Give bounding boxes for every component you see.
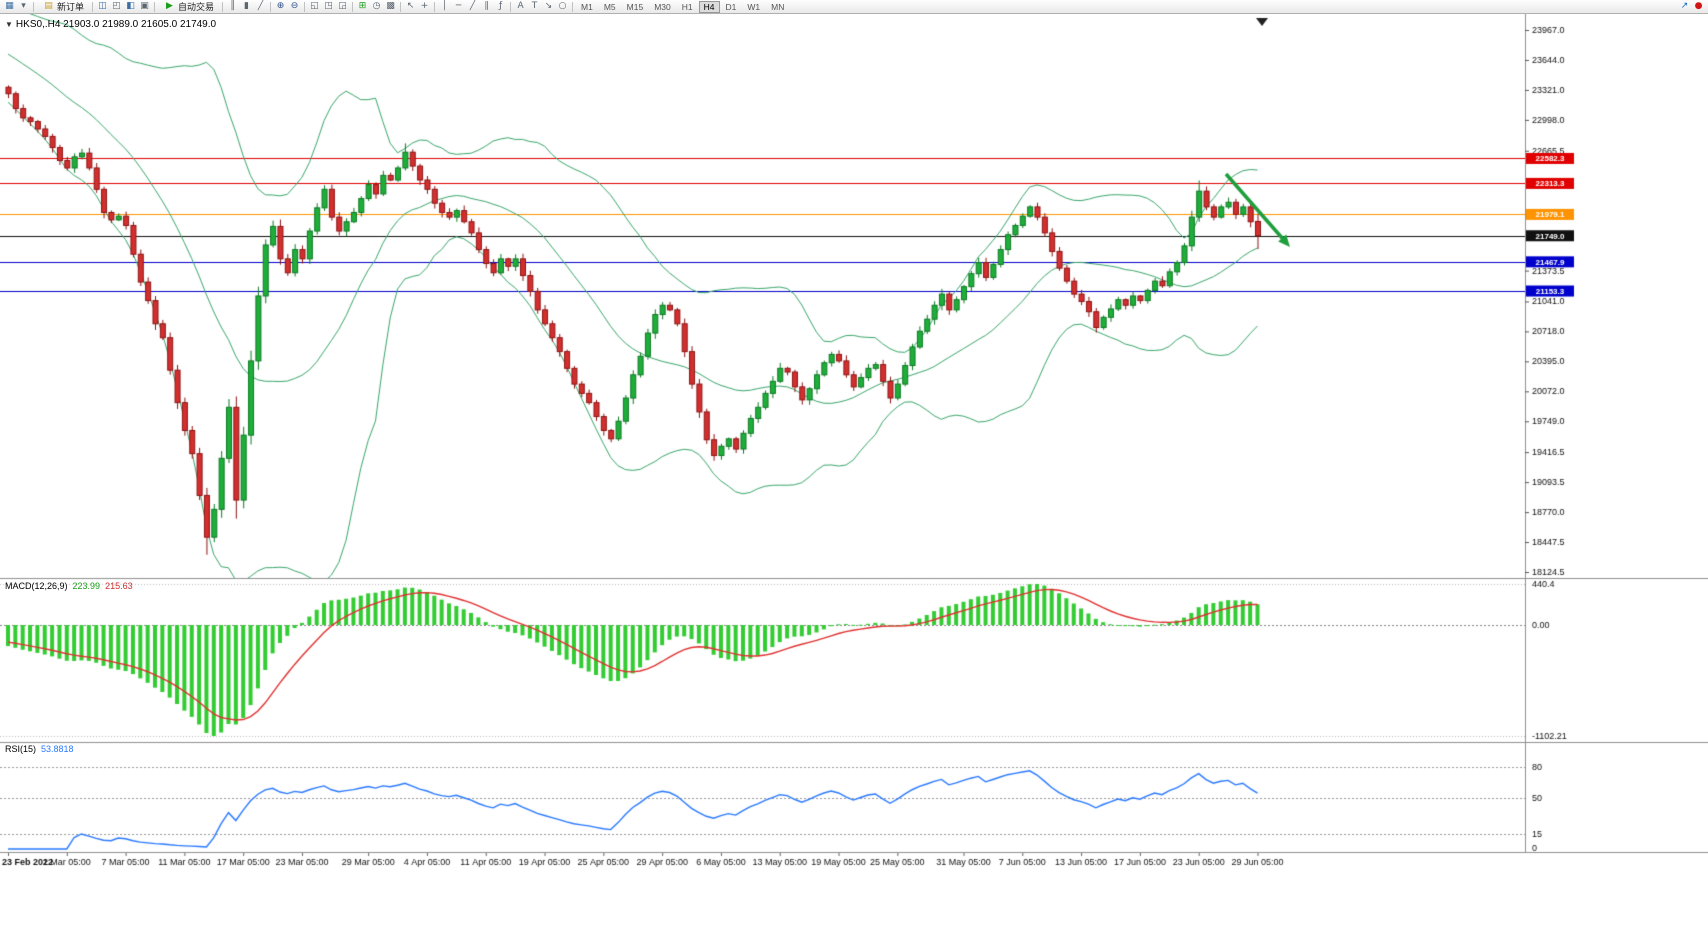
terminal-icon[interactable]: ▣	[140, 1, 149, 11]
candlesticks-icon[interactable]: ▮	[244, 1, 249, 11]
horizontal-line-icon[interactable]: ─	[455, 1, 462, 11]
toolbar: ▦ ▾ ▤ 新订单 ◫ ◰ ◧ ▣ ▶ 自动交易 ║ ▮ ╱ ⊕ ⊖ ◱ ◳ ◲ ⊞ ◷ ▩ ↖ + │ ─ ╱ ∥ ƒ A T ↘ ○ M1 M…	[0, 0, 1708, 14]
toolbar-separator	[33, 1, 34, 12]
templates-icon[interactable]: ▩	[386, 1, 395, 11]
text-icon[interactable]: A	[517, 1, 524, 11]
ohlc-bars-icon[interactable]: ║	[229, 1, 236, 11]
timeframe-d1[interactable]: D1	[725, 1, 737, 12]
fibonacci-icon[interactable]: ƒ	[498, 1, 503, 11]
timeframe-h1[interactable]: H1	[681, 1, 693, 12]
zoom-in-icon[interactable]: ⊕	[276, 1, 285, 11]
chart-window: ▼ HKS0,.H4 21903.0 21989.0 21605.0 21749.…	[0, 14, 1708, 940]
arrow-tool-icon[interactable]: ↘	[544, 1, 553, 11]
data-window-icon[interactable]: ◰	[112, 1, 121, 11]
zoom-out-icon[interactable]: ⊖	[290, 1, 299, 11]
new-order-button[interactable]: ▤ 新订单	[37, 0, 89, 13]
crosshair-icon[interactable]: +	[420, 1, 429, 11]
auto-trading-button-label: 自动交易	[178, 2, 215, 12]
toolbar-separator	[222, 1, 224, 12]
cursor-icon[interactable]: ↖	[406, 1, 415, 11]
toolbar-separator	[400, 1, 402, 12]
timeframe-w1[interactable]: W1	[747, 1, 761, 12]
navigator-icon[interactable]: ◧	[126, 1, 135, 11]
connection-status-icon[interactable]: ●	[1694, 1, 1703, 11]
timeframe-mn[interactable]: MN	[771, 1, 785, 12]
auto-trading-button[interactable]: ▶ 自动交易	[158, 0, 219, 13]
timeframe-m1[interactable]: M1	[581, 1, 593, 12]
arrange-windows-icon[interactable]: ◲	[338, 1, 347, 11]
pointer-status-icon[interactable]: ↗	[1680, 1, 1689, 11]
toolbar-separator	[510, 1, 512, 12]
timeframe-h4[interactable]: H4	[698, 0, 720, 13]
cascade-windows-icon[interactable]: ◳	[324, 1, 333, 11]
indicators-icon[interactable]: ⊞	[358, 1, 367, 11]
toolbar-separator	[352, 1, 354, 12]
vertical-line-icon[interactable]: │	[441, 1, 448, 11]
channel-icon[interactable]: ∥	[484, 1, 489, 11]
label-icon[interactable]: T	[531, 1, 538, 11]
timeframe-m30[interactable]: M30	[654, 1, 671, 12]
toolbar-separator	[154, 1, 156, 12]
toolbar-separator	[304, 1, 306, 12]
tile-windows-icon[interactable]: ◱	[310, 1, 319, 11]
new-order-icon: ▤	[44, 1, 53, 11]
line-chart-icon[interactable]: ╱	[257, 1, 264, 11]
trendline-icon[interactable]: ╱	[469, 1, 476, 11]
toolbar-separator	[572, 1, 574, 12]
price-chart-canvas[interactable]	[0, 14, 1708, 940]
new-order-button-label: 新订单	[57, 2, 85, 12]
market-watch-icon[interactable]: ◫	[98, 1, 107, 11]
toolbar-separator	[92, 1, 94, 12]
timeframe-m5[interactable]: M5	[603, 1, 616, 12]
chart-collapse-icon[interactable]: ▼	[5, 20, 13, 29]
shapes-icon[interactable]: ○	[558, 1, 567, 11]
chart-window-icon[interactable]: ▦	[5, 1, 14, 11]
periods-icon[interactable]: ◷	[372, 1, 381, 11]
toolbar-separator	[434, 1, 436, 12]
chart-window-caret-icon[interactable]: ▾	[21, 1, 26, 11]
timeframe-m15[interactable]: M15	[626, 1, 644, 12]
autotrade-play-icon: ▶	[166, 1, 173, 11]
toolbar-separator	[270, 1, 272, 12]
